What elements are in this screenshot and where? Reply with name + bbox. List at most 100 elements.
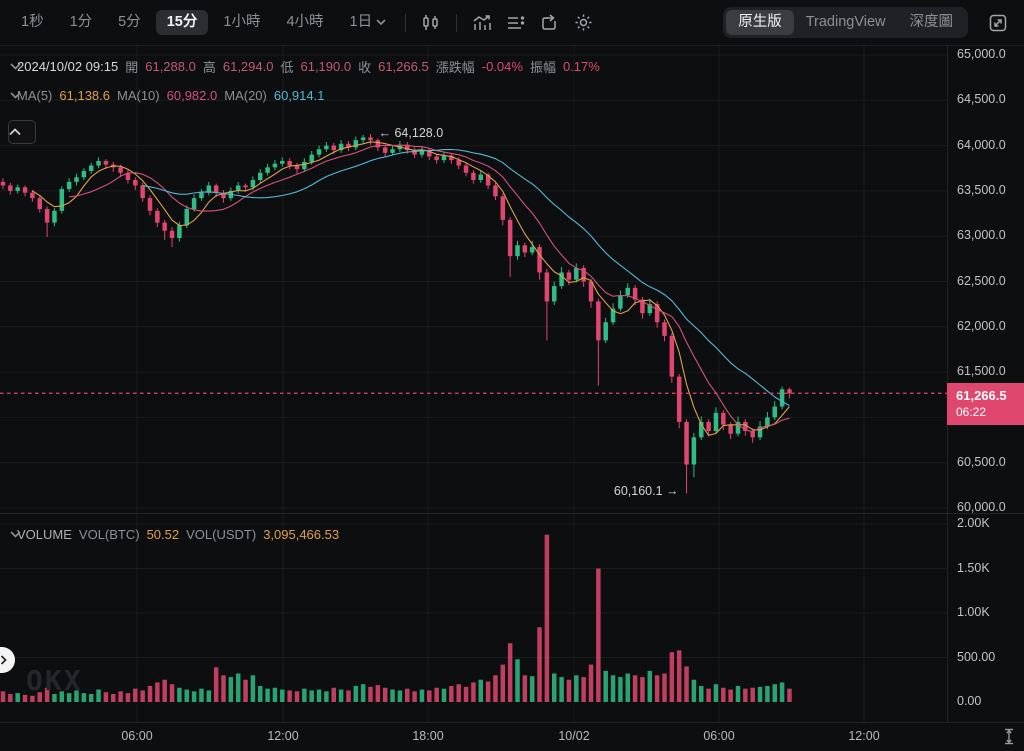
volume-bar bbox=[382, 687, 388, 702]
price-axis-label: 64,500.0 bbox=[957, 92, 1006, 107]
candle bbox=[507, 219, 513, 257]
candle bbox=[338, 143, 344, 151]
expand-panel-handle[interactable] bbox=[0, 647, 15, 673]
volume-bar bbox=[728, 689, 733, 702]
time-axis-label: 10/02 bbox=[558, 729, 590, 743]
price-axis-label: 65,000.0 bbox=[957, 47, 1006, 61]
candle bbox=[59, 189, 65, 211]
volume-bar bbox=[162, 679, 167, 702]
price-axis-label: 61,500.0 bbox=[957, 364, 1006, 379]
candle-datetime: 2024/10/02 09:15 bbox=[17, 59, 119, 74]
timeframe-button-5[interactable]: 1小時 bbox=[212, 10, 271, 35]
volume-bar bbox=[346, 690, 351, 702]
candle bbox=[610, 308, 616, 323]
ma5-label: MA(5) bbox=[17, 88, 53, 103]
volume-bar bbox=[280, 689, 285, 702]
candle bbox=[118, 167, 123, 173]
candle bbox=[81, 170, 87, 178]
candle bbox=[96, 161, 101, 166]
candle bbox=[500, 196, 506, 220]
price-axis-label: 60,500.0 bbox=[957, 454, 1006, 469]
candle bbox=[743, 421, 748, 431]
timeframe-button-6[interactable]: 4小時 bbox=[275, 10, 334, 35]
volume-bar bbox=[331, 687, 336, 702]
pane-divider[interactable] bbox=[0, 513, 1024, 514]
candle bbox=[243, 185, 248, 188]
list-settings-icon[interactable] bbox=[499, 10, 533, 36]
volume-bar bbox=[353, 685, 359, 702]
view-tab-3[interactable]: 深度圖 bbox=[898, 10, 966, 35]
settings-gear-icon[interactable] bbox=[567, 9, 600, 36]
view-mode-tabs: 原生版 TradingView 深度圖 bbox=[723, 7, 968, 38]
volume-bar bbox=[713, 684, 719, 702]
volume-bar bbox=[66, 693, 72, 702]
volume-chart-pane[interactable] bbox=[0, 513, 947, 722]
price-axis-label: 63,000.0 bbox=[957, 228, 1006, 243]
volume-bar bbox=[471, 682, 476, 702]
time-scale-icon[interactable] bbox=[1002, 728, 1016, 750]
candle bbox=[22, 187, 28, 193]
candle bbox=[360, 137, 366, 141]
volume-bar bbox=[118, 691, 123, 702]
volume-bar bbox=[15, 693, 20, 702]
candle bbox=[309, 154, 314, 162]
candle bbox=[779, 389, 785, 407]
timeframe-button-4[interactable]: 15分 bbox=[155, 10, 209, 35]
candle bbox=[522, 245, 528, 253]
replay-icon[interactable] bbox=[533, 10, 567, 36]
volume-bar bbox=[463, 686, 469, 702]
candle bbox=[353, 140, 359, 148]
volume-bar bbox=[419, 689, 425, 702]
amplitude-value: 0.17% bbox=[562, 59, 600, 74]
okx-watermark: OKX bbox=[26, 664, 83, 697]
candle bbox=[566, 272, 572, 280]
candle bbox=[125, 172, 131, 181]
volume-bar bbox=[500, 664, 506, 702]
vol-usdt-value: 3,095,466.53 bbox=[263, 527, 340, 542]
volume-bar bbox=[338, 689, 344, 702]
candle bbox=[765, 417, 770, 427]
candle bbox=[258, 172, 263, 181]
candle bbox=[199, 192, 204, 199]
close-value: 61,266.5 bbox=[378, 59, 429, 74]
volume-bar bbox=[787, 688, 792, 702]
open-value: 61,288.0 bbox=[145, 59, 196, 74]
candle bbox=[721, 412, 726, 425]
volume-bar bbox=[618, 677, 623, 702]
timeframe-button-1[interactable]: 1秒 bbox=[10, 10, 55, 35]
timeframe-button-7[interactable]: 1日 bbox=[339, 10, 398, 35]
volume-bar bbox=[169, 684, 175, 702]
candle bbox=[0, 181, 6, 186]
candle-countdown: 06:22 bbox=[956, 405, 987, 420]
low-value: 61,190.0 bbox=[300, 59, 352, 74]
view-tab-1[interactable]: 原生版 bbox=[726, 10, 794, 35]
indicators-icon[interactable] bbox=[465, 10, 499, 36]
last-price-value: 61,266.5 bbox=[956, 388, 1007, 404]
candle bbox=[294, 165, 300, 170]
candle bbox=[559, 272, 564, 287]
volume-bar bbox=[177, 687, 182, 702]
vol-btc-value: 50.52 bbox=[146, 527, 180, 542]
volume-bar bbox=[515, 659, 520, 702]
collapse-pane-button[interactable] bbox=[8, 120, 36, 144]
time-axis[interactable]: 06:00 12:00 18:00 10/02 06:00 12:00 bbox=[0, 722, 1024, 751]
volume-bar bbox=[574, 675, 579, 702]
volume-bar bbox=[44, 687, 50, 702]
volume-axis-label: 1.50K bbox=[957, 560, 990, 575]
price-chart-pane[interactable] bbox=[0, 46, 947, 513]
volume-bar bbox=[684, 666, 689, 702]
time-axis-label: 06:00 bbox=[703, 729, 735, 743]
candle bbox=[485, 174, 491, 186]
volume-bar bbox=[640, 677, 645, 702]
view-tab-2[interactable]: TradingView bbox=[794, 10, 898, 35]
candle bbox=[713, 412, 719, 431]
timeframe-button-3[interactable]: 5分 bbox=[107, 10, 152, 35]
fullscreen-expand-icon[interactable] bbox=[982, 10, 1014, 36]
candle bbox=[728, 424, 733, 434]
time-axis-label: 12:00 bbox=[848, 729, 880, 743]
candle-style-icon[interactable] bbox=[414, 10, 448, 36]
open-label: 開 bbox=[125, 60, 139, 75]
candle bbox=[574, 267, 579, 280]
timeframe-button-2[interactable]: 1分 bbox=[59, 10, 104, 35]
toolbar-divider bbox=[405, 13, 407, 32]
